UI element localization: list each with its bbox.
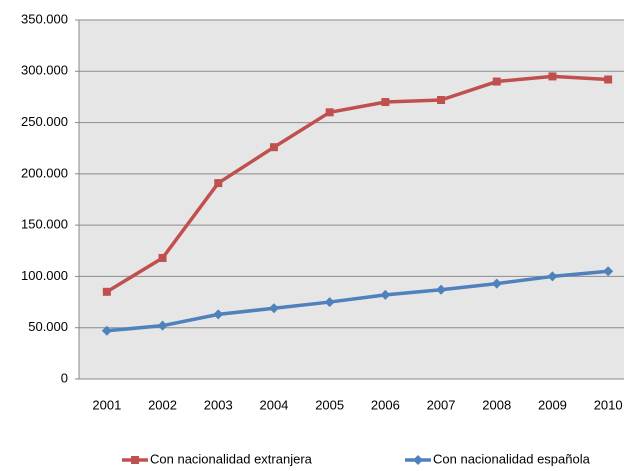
- point: [157, 320, 168, 331]
- x-tick-label: 2008: [482, 397, 511, 412]
- y-tick-label: 100.000: [21, 268, 68, 283]
- x-tick-label: 2003: [204, 397, 233, 412]
- point: [102, 287, 111, 296]
- y-tick-label: 250.000: [21, 114, 68, 129]
- point: [214, 179, 223, 188]
- point: [436, 284, 447, 295]
- legend-marker: [413, 455, 423, 465]
- point: [268, 303, 279, 314]
- y-tick-label: 350.000: [21, 11, 68, 26]
- point: [492, 77, 501, 86]
- point: [269, 143, 278, 152]
- x-tick-label: 2007: [427, 397, 456, 412]
- x-tick-label: 2006: [371, 397, 400, 412]
- x-tick-label: 2001: [92, 397, 121, 412]
- y-tick-label: 300.000: [21, 63, 68, 78]
- y-tick-label: 0: [61, 370, 68, 385]
- legend-marker: [131, 456, 139, 464]
- point: [158, 253, 167, 262]
- point: [603, 266, 614, 277]
- point: [325, 108, 334, 117]
- x-tick-label: 2005: [315, 397, 344, 412]
- series-line: [106, 269, 609, 333]
- y-tick-label: 200.000: [21, 165, 68, 180]
- series-line: [105, 74, 609, 294]
- y-tick-label: 50.000: [28, 319, 68, 334]
- point: [380, 289, 391, 300]
- point: [324, 297, 335, 308]
- point: [213, 309, 224, 320]
- legend-label: Con nacionalidad española: [433, 451, 591, 466]
- point: [604, 75, 613, 84]
- point: [101, 325, 112, 336]
- point: [491, 278, 502, 289]
- legend-label: Con nacionalidad extranjera: [150, 451, 313, 466]
- x-tick-label: 2010: [594, 397, 623, 412]
- y-tick-label: 150.000: [21, 217, 68, 232]
- point: [547, 271, 558, 282]
- x-tick-label: 2004: [259, 397, 288, 412]
- point: [548, 72, 557, 81]
- x-tick-label: 2002: [148, 397, 177, 412]
- point: [381, 98, 390, 107]
- point: [437, 96, 446, 105]
- x-tick-label: 2009: [538, 397, 567, 412]
